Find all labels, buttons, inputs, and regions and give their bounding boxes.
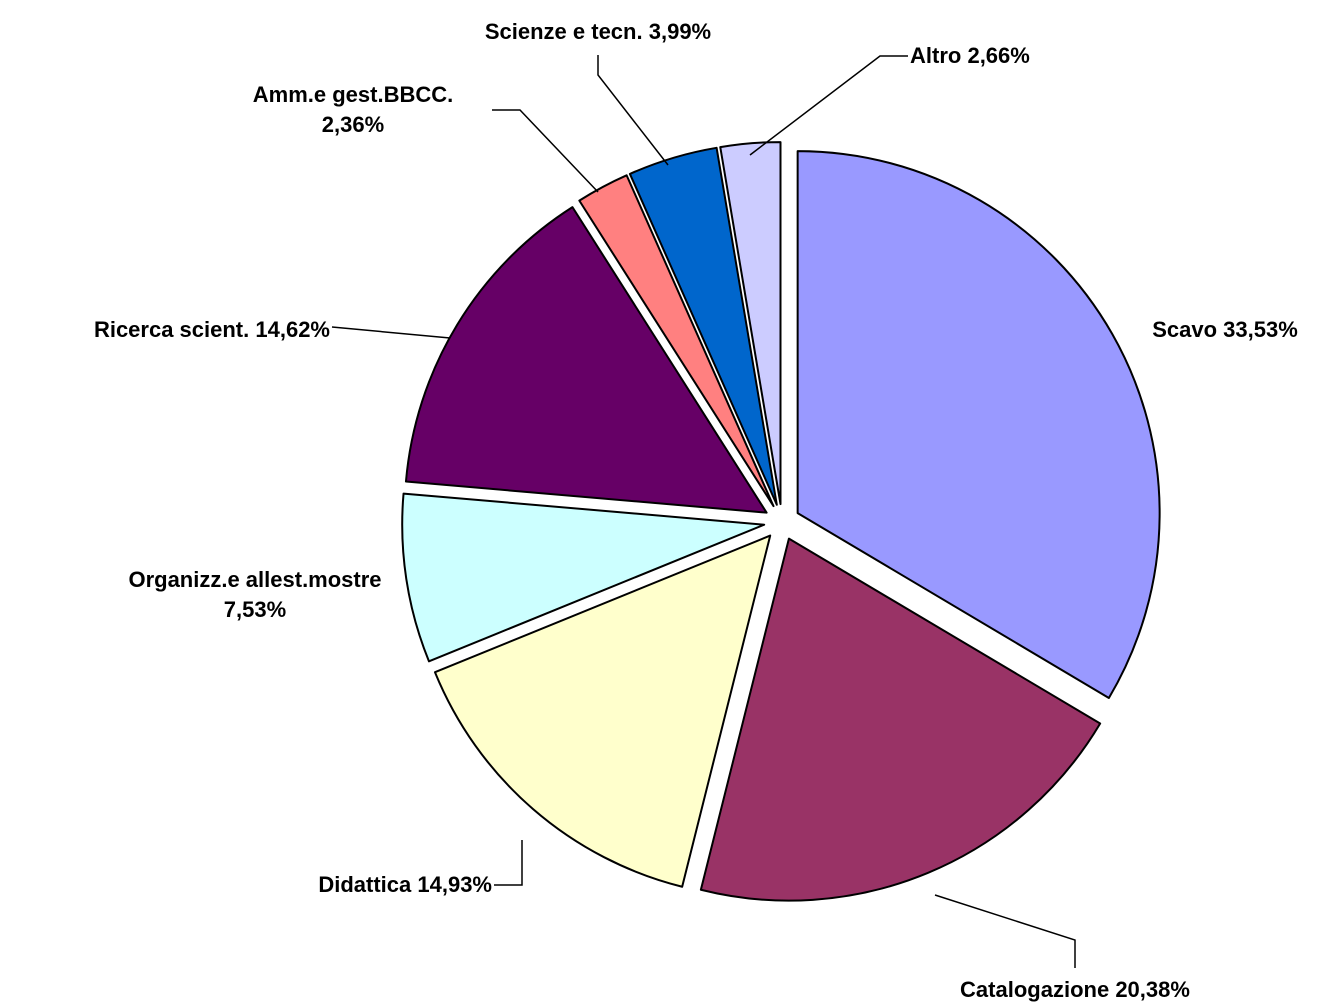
value-label: 14,62% bbox=[255, 317, 330, 342]
pie-slice bbox=[699, 537, 1102, 902]
pie-slice bbox=[719, 141, 782, 506]
value-label: 14,93% bbox=[417, 872, 492, 897]
leader-line bbox=[494, 840, 523, 886]
slice-label: Ricerca scient. 14,62% bbox=[0, 315, 330, 345]
leader-line bbox=[934, 894, 1076, 968]
category-label: Amm.e gest.BBCC. bbox=[252, 82, 454, 107]
value-label: 2,36% bbox=[321, 112, 385, 137]
value-label: 7,53% bbox=[223, 597, 287, 622]
leader-line bbox=[331, 326, 451, 339]
pie-slice bbox=[433, 534, 772, 888]
category-label: Ricerca scient. bbox=[93, 317, 250, 342]
pie-slice bbox=[628, 146, 778, 506]
slice-label: Didattica 14,93% bbox=[232, 870, 492, 900]
slice-label: Scienze e tecn. 3,99% bbox=[428, 17, 768, 47]
pie-slice bbox=[404, 206, 768, 514]
leader-line bbox=[749, 55, 908, 156]
category-label: Didattica bbox=[318, 872, 412, 897]
slice-label: Amm.e gest.BBCC. 2,36% bbox=[203, 80, 503, 140]
pie-slice bbox=[401, 492, 766, 663]
slice-label: Catalogazione 20,38% bbox=[915, 975, 1235, 1005]
category-label: Scienze e tecn. bbox=[484, 19, 643, 44]
value-label: 2,66% bbox=[967, 43, 1030, 68]
leader-line bbox=[597, 55, 669, 166]
leader-line bbox=[492, 109, 599, 193]
slice-label: Scavo 33,53% bbox=[1095, 315, 1329, 345]
value-label: 3,99% bbox=[648, 19, 712, 44]
slice-label: Altro 2,66% bbox=[910, 41, 1110, 71]
pie-slice bbox=[796, 150, 1161, 699]
category-label: Altro bbox=[910, 43, 962, 68]
value-label: 33,53% bbox=[1223, 317, 1298, 342]
value-label: 20,38% bbox=[1115, 977, 1190, 1002]
category-label: Organizz.e allest.mostre bbox=[128, 567, 382, 592]
slice-label: Organizz.e allest.mostre 7,53% bbox=[110, 565, 400, 625]
category-label: Catalogazione bbox=[960, 977, 1110, 1002]
pie-slice bbox=[578, 174, 775, 508]
category-label: Scavo bbox=[1152, 317, 1218, 342]
